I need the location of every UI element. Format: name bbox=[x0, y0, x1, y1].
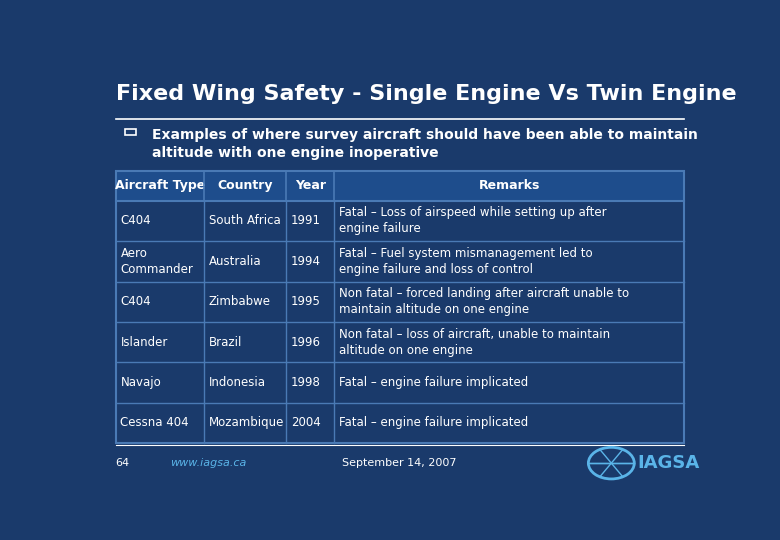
Bar bbox=[115, 362, 684, 403]
Bar bbox=[115, 201, 684, 241]
Text: C404: C404 bbox=[120, 295, 151, 308]
Bar bbox=[115, 171, 684, 201]
Bar bbox=[115, 281, 684, 322]
Text: Country: Country bbox=[217, 179, 273, 192]
Text: 1994: 1994 bbox=[291, 255, 321, 268]
Text: Zimbabwe: Zimbabwe bbox=[208, 295, 271, 308]
Text: Brazil: Brazil bbox=[208, 336, 242, 349]
Text: 64: 64 bbox=[115, 458, 129, 468]
Text: Fatal – engine failure implicated: Fatal – engine failure implicated bbox=[339, 376, 529, 389]
Text: Aircraft Type: Aircraft Type bbox=[115, 179, 205, 192]
Text: Fatal – engine failure implicated: Fatal – engine failure implicated bbox=[339, 416, 529, 429]
Bar bbox=[115, 322, 684, 362]
Text: Mozambique: Mozambique bbox=[208, 416, 284, 429]
Text: 1996: 1996 bbox=[291, 336, 321, 349]
Bar bbox=[115, 241, 684, 281]
Text: Navajo: Navajo bbox=[120, 376, 161, 389]
Text: Remarks: Remarks bbox=[478, 179, 540, 192]
Text: Examples of where survey aircraft should have been able to maintain
altitude wit: Examples of where survey aircraft should… bbox=[152, 128, 698, 160]
Text: Cessna 404: Cessna 404 bbox=[120, 416, 189, 429]
Text: Islander: Islander bbox=[120, 336, 168, 349]
Text: Non fatal – forced landing after aircraft unable to
maintain altitude on one eng: Non fatal – forced landing after aircraf… bbox=[339, 287, 629, 316]
Text: 1995: 1995 bbox=[291, 295, 321, 308]
Text: Aero
Commander: Aero Commander bbox=[120, 247, 193, 276]
Text: IAGSA: IAGSA bbox=[637, 454, 700, 472]
Bar bbox=[125, 129, 136, 136]
Text: Year: Year bbox=[295, 179, 326, 192]
Text: 1998: 1998 bbox=[291, 376, 321, 389]
Bar bbox=[115, 171, 684, 443]
Text: Australia: Australia bbox=[208, 255, 261, 268]
Text: September 14, 2007: September 14, 2007 bbox=[342, 458, 457, 468]
Text: www.iagsa.ca: www.iagsa.ca bbox=[170, 458, 246, 468]
Circle shape bbox=[588, 447, 634, 479]
Text: Fatal – Fuel system mismanagement led to
engine failure and loss of control: Fatal – Fuel system mismanagement led to… bbox=[339, 247, 593, 276]
Text: Non fatal – loss of aircraft, unable to maintain
altitude on one engine: Non fatal – loss of aircraft, unable to … bbox=[339, 328, 611, 357]
Bar bbox=[115, 403, 684, 443]
Text: C404: C404 bbox=[120, 214, 151, 227]
Text: Indonesia: Indonesia bbox=[208, 376, 265, 389]
Text: 2004: 2004 bbox=[291, 416, 321, 429]
Text: Fixed Wing Safety - Single Engine Vs Twin Engine: Fixed Wing Safety - Single Engine Vs Twi… bbox=[115, 84, 736, 104]
Text: South Africa: South Africa bbox=[208, 214, 280, 227]
Text: 1991: 1991 bbox=[291, 214, 321, 227]
Text: Fatal – Loss of airspeed while setting up after
engine failure: Fatal – Loss of airspeed while setting u… bbox=[339, 206, 607, 235]
